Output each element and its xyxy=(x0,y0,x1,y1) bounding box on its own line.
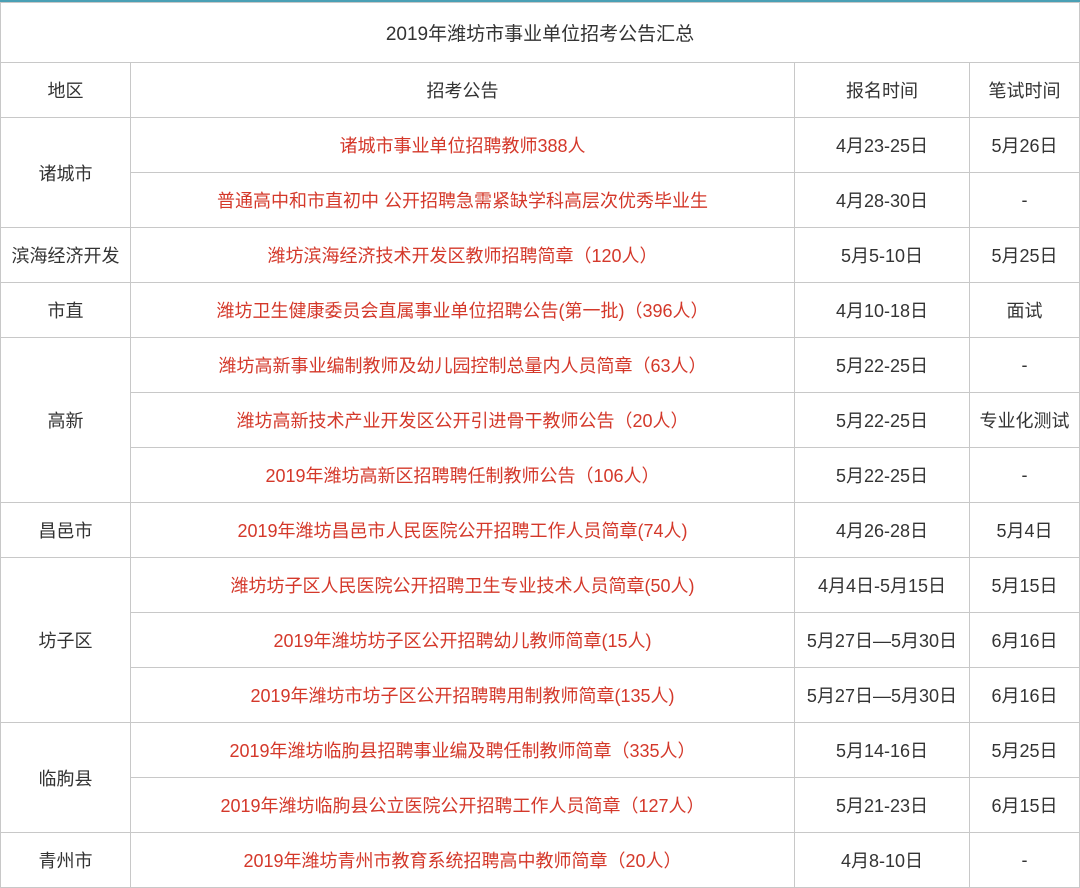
notice-link[interactable]: 2019年潍坊临朐县公立医院公开招聘工作人员简章（127人） xyxy=(131,778,795,833)
table-row: 潍坊高新技术产业开发区公开引进骨干教师公告（20人）5月22-25日专业化测试 xyxy=(1,393,1080,448)
table-header-row: 地区招考公告报名时间笔试时间 xyxy=(1,63,1080,118)
notice-link[interactable]: 潍坊滨海经济技术开发区教师招聘简章（120人） xyxy=(131,228,795,283)
signup-cell: 5月27日—5月30日 xyxy=(794,613,969,668)
region-cell: 滨海经济开发 xyxy=(1,228,131,283)
signup-cell: 5月21-23日 xyxy=(794,778,969,833)
region-cell: 青州市 xyxy=(1,833,131,888)
table-title-row: 2019年潍坊市事业单位招考公告汇总 xyxy=(1,3,1080,63)
signup-cell: 4月26-28日 xyxy=(794,503,969,558)
signup-cell: 4月10-18日 xyxy=(794,283,969,338)
table-row: 2019年潍坊坊子区公开招聘幼儿教师简章(15人)5月27日—5月30日6月16… xyxy=(1,613,1080,668)
table-row: 普通高中和市直初中 公开招聘急需紧缺学科高层次优秀毕业生4月28-30日- xyxy=(1,173,1080,228)
exam-cell: 5月26日 xyxy=(969,118,1079,173)
exam-cell: - xyxy=(969,833,1079,888)
exam-cell: 5月15日 xyxy=(969,558,1079,613)
header-exam: 笔试时间 xyxy=(969,63,1079,118)
table-row: 青州市2019年潍坊青州市教育系统招聘高中教师简章（20人）4月8-10日- xyxy=(1,833,1080,888)
region-cell: 坊子区 xyxy=(1,558,131,723)
region-cell: 诸城市 xyxy=(1,118,131,228)
header-notice: 招考公告 xyxy=(131,63,795,118)
table-container: 2019年潍坊市事业单位招考公告汇总地区招考公告报名时间笔试时间诸城市诸城市事业… xyxy=(0,0,1080,888)
table-row: 2019年潍坊市坊子区公开招聘聘用制教师简章(135人)5月27日—5月30日6… xyxy=(1,668,1080,723)
notice-link[interactable]: 普通高中和市直初中 公开招聘急需紧缺学科高层次优秀毕业生 xyxy=(131,173,795,228)
notice-link[interactable]: 2019年潍坊市坊子区公开招聘聘用制教师简章(135人) xyxy=(131,668,795,723)
exam-cell: 5月25日 xyxy=(969,723,1079,778)
signup-cell: 4月23-25日 xyxy=(794,118,969,173)
table-row: 市直潍坊卫生健康委员会直属事业单位招聘公告(第一批)（396人）4月10-18日… xyxy=(1,283,1080,338)
exam-cell: 6月15日 xyxy=(969,778,1079,833)
header-signup: 报名时间 xyxy=(794,63,969,118)
notice-link[interactable]: 2019年潍坊高新区招聘聘任制教师公告（106人） xyxy=(131,448,795,503)
header-region: 地区 xyxy=(1,63,131,118)
signup-cell: 5月27日—5月30日 xyxy=(794,668,969,723)
exam-cell: 6月16日 xyxy=(969,613,1079,668)
region-cell: 昌邑市 xyxy=(1,503,131,558)
notice-link[interactable]: 潍坊高新技术产业开发区公开引进骨干教师公告（20人） xyxy=(131,393,795,448)
notice-link[interactable]: 潍坊卫生健康委员会直属事业单位招聘公告(第一批)（396人） xyxy=(131,283,795,338)
region-cell: 市直 xyxy=(1,283,131,338)
exam-cell: 面试 xyxy=(969,283,1079,338)
table-row: 2019年潍坊临朐县公立医院公开招聘工作人员简章（127人）5月21-23日6月… xyxy=(1,778,1080,833)
table-row: 滨海经济开发潍坊滨海经济技术开发区教师招聘简章（120人）5月5-10日5月25… xyxy=(1,228,1080,283)
table-row: 诸城市诸城市事业单位招聘教师388人4月23-25日5月26日 xyxy=(1,118,1080,173)
exam-cell: 专业化测试 xyxy=(969,393,1079,448)
exam-cell: 6月16日 xyxy=(969,668,1079,723)
table-row: 高新潍坊高新事业编制教师及幼儿园控制总量内人员简章（63人）5月22-25日- xyxy=(1,338,1080,393)
table-row: 2019年潍坊高新区招聘聘任制教师公告（106人）5月22-25日- xyxy=(1,448,1080,503)
notice-link[interactable]: 2019年潍坊坊子区公开招聘幼儿教师简章(15人) xyxy=(131,613,795,668)
region-cell: 高新 xyxy=(1,338,131,503)
exam-cell: - xyxy=(969,448,1079,503)
notice-link[interactable]: 潍坊坊子区人民医院公开招聘卫生专业技术人员简章(50人) xyxy=(131,558,795,613)
exam-cell: - xyxy=(969,338,1079,393)
notice-link[interactable]: 诸城市事业单位招聘教师388人 xyxy=(131,118,795,173)
notice-link[interactable]: 2019年潍坊昌邑市人民医院公开招聘工作人员简章(74人) xyxy=(131,503,795,558)
notice-link[interactable]: 潍坊高新事业编制教师及幼儿园控制总量内人员简章（63人） xyxy=(131,338,795,393)
table-row: 昌邑市2019年潍坊昌邑市人民医院公开招聘工作人员简章(74人)4月26-28日… xyxy=(1,503,1080,558)
signup-cell: 4月8-10日 xyxy=(794,833,969,888)
notice-link[interactable]: 2019年潍坊临朐县招聘事业编及聘任制教师简章（335人） xyxy=(131,723,795,778)
exam-cell: 5月25日 xyxy=(969,228,1079,283)
signup-cell: 5月14-16日 xyxy=(794,723,969,778)
recruitment-table: 2019年潍坊市事业单位招考公告汇总地区招考公告报名时间笔试时间诸城市诸城市事业… xyxy=(0,2,1080,888)
signup-cell: 4月4日-5月15日 xyxy=(794,558,969,613)
table-row: 坊子区潍坊坊子区人民医院公开招聘卫生专业技术人员简章(50人)4月4日-5月15… xyxy=(1,558,1080,613)
signup-cell: 4月28-30日 xyxy=(794,173,969,228)
signup-cell: 5月22-25日 xyxy=(794,393,969,448)
exam-cell: 5月4日 xyxy=(969,503,1079,558)
region-cell: 临朐县 xyxy=(1,723,131,833)
table-row: 临朐县2019年潍坊临朐县招聘事业编及聘任制教师简章（335人）5月14-16日… xyxy=(1,723,1080,778)
exam-cell: - xyxy=(969,173,1079,228)
signup-cell: 5月5-10日 xyxy=(794,228,969,283)
signup-cell: 5月22-25日 xyxy=(794,448,969,503)
signup-cell: 5月22-25日 xyxy=(794,338,969,393)
notice-link[interactable]: 2019年潍坊青州市教育系统招聘高中教师简章（20人） xyxy=(131,833,795,888)
table-title: 2019年潍坊市事业单位招考公告汇总 xyxy=(1,3,1080,63)
